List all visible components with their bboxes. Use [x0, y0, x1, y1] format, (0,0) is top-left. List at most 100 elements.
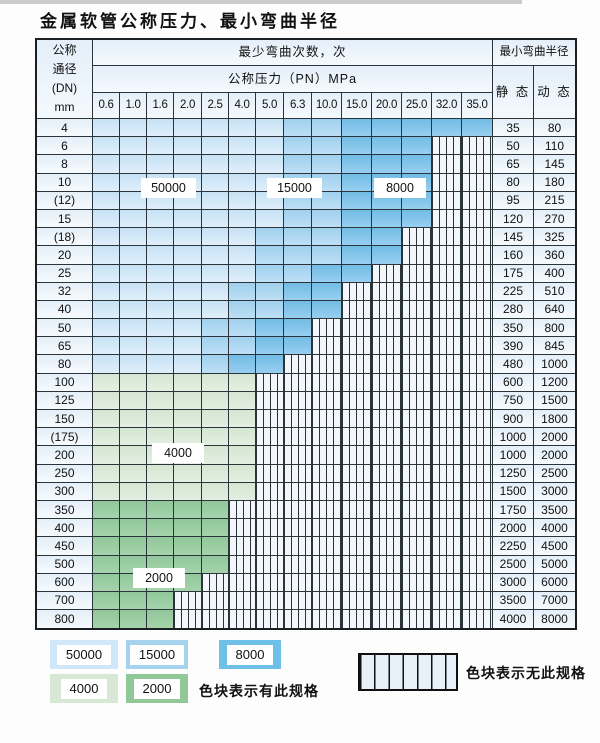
dn-label-600: 600	[37, 573, 93, 592]
cell-dn600-pn15.0	[342, 573, 372, 592]
corner-header-line: (DN)	[51, 81, 78, 95]
cell-dn800-pn1.6	[147, 610, 174, 629]
cell-dn200-pn25.0	[402, 446, 432, 465]
cell-dn10-pn32.0	[432, 173, 462, 192]
cell-dn200-pn32.0	[432, 446, 462, 465]
cell-dn400-pn20.0	[372, 519, 402, 538]
cell-dn600-pn0.6	[93, 573, 120, 592]
cell-dn125-pn15.0	[342, 391, 372, 410]
cell-dn400-pn15.0	[342, 519, 372, 538]
top-header: 最少弯曲次数，次	[93, 40, 493, 66]
cell-dn4-pn1.6	[147, 119, 174, 138]
cell-dn600-pn4.0	[229, 573, 256, 592]
static-value-6: 50	[493, 137, 534, 156]
cell-dn15-pn32.0	[432, 209, 462, 229]
cell-dn40-pn32.0	[432, 300, 462, 320]
dynamic-value-20: 360	[534, 246, 575, 265]
cell-dn800-pn4.0	[229, 610, 256, 629]
cell-dn15-pn2.5	[202, 209, 229, 229]
cell-dn50-pn2.5	[202, 319, 229, 338]
cell-dn125-pn10.0	[312, 391, 342, 410]
dynamic-value-400: 4000	[534, 519, 575, 538]
cell-dn300-pn6.3	[284, 482, 312, 501]
cell-dn(12)-pn35.0	[462, 191, 493, 210]
cell-dn500-pn5.0	[256, 555, 284, 574]
cell-dn8-pn1.6	[147, 155, 174, 174]
cell-dn20-pn1.6	[147, 246, 174, 265]
cell-dn125-pn4.0	[229, 391, 256, 410]
pressure-col-2.0: 2.0	[174, 93, 202, 119]
cell-dn(175)-pn15.0	[342, 428, 372, 447]
cell-dn15-pn1.0	[120, 209, 147, 229]
cell-dn150-pn15.0	[342, 410, 372, 429]
cell-dn(18)-pn6.3	[284, 228, 312, 247]
cell-dn300-pn2.0	[174, 482, 202, 501]
cell-dn300-pn32.0	[432, 482, 462, 501]
cell-dn500-pn15.0	[342, 555, 372, 574]
dn-label-125: 125	[37, 391, 93, 410]
cell-dn800-pn15.0	[342, 610, 372, 629]
cell-dn6-pn35.0	[462, 137, 493, 156]
cell-dn350-pn1.6	[147, 500, 174, 520]
pressure-col-4.0: 4.0	[229, 93, 256, 119]
cell-dn32-pn4.0	[229, 282, 256, 301]
cell-dn6-pn6.3	[284, 137, 312, 156]
dn-label-300: 300	[37, 482, 93, 501]
cell-dn8-pn20.0	[372, 155, 402, 174]
cell-dn350-pn25.0	[402, 500, 432, 520]
dynamic-value-(12): 215	[534, 191, 575, 210]
cell-dn65-pn25.0	[402, 337, 432, 356]
dn-label-40: 40	[37, 300, 93, 320]
cell-dn800-pn1.0	[120, 610, 147, 629]
cell-dn200-pn4.0	[229, 446, 256, 465]
dn-label-100: 100	[37, 373, 93, 392]
dn-label-800: 800	[37, 610, 93, 629]
dn-label-65: 65	[37, 337, 93, 356]
dynamic-value-65: 845	[534, 337, 575, 356]
cell-dn800-pn6.3	[284, 610, 312, 629]
cell-dn150-pn6.3	[284, 410, 312, 429]
cell-dn65-pn35.0	[462, 337, 493, 356]
cell-dn20-pn15.0	[342, 246, 372, 265]
cycle-count-label-15000: 15000	[267, 178, 322, 198]
cell-dn450-pn5.0	[256, 537, 284, 556]
cell-dn20-pn32.0	[432, 246, 462, 265]
cell-dn125-pn25.0	[402, 391, 432, 410]
cell-dn10-pn2.5	[202, 173, 229, 192]
cell-dn80-pn2.5	[202, 355, 229, 374]
cell-dn(12)-pn1.0	[120, 191, 147, 210]
legend-swatch-label: 8000	[226, 644, 274, 665]
legend-has-spec-text: 色块表示有此规格	[199, 683, 319, 699]
static-value-10: 80	[493, 173, 534, 192]
cell-dn32-pn6.3	[284, 282, 312, 301]
cell-dn25-pn4.0	[229, 264, 256, 283]
pressure-col-1.0: 1.0	[120, 93, 147, 119]
cell-dn8-pn4.0	[229, 155, 256, 174]
cell-dn700-pn5.0	[256, 591, 284, 611]
cell-dn6-pn10.0	[312, 137, 342, 156]
cell-dn80-pn32.0	[432, 355, 462, 374]
cell-dn200-pn10.0	[312, 446, 342, 465]
cell-dn40-pn6.3	[284, 300, 312, 320]
dynamic-value-32: 510	[534, 282, 575, 301]
cell-dn32-pn1.0	[120, 282, 147, 301]
dn-label-50: 50	[37, 319, 93, 338]
cell-dn600-pn6.3	[284, 573, 312, 592]
dynamic-value-150: 1800	[534, 410, 575, 429]
static-value-500: 2500	[493, 555, 534, 574]
legend-swatch-2000: 2000	[126, 674, 188, 703]
min-bend-radius-header: 最小弯曲半径	[493, 40, 575, 66]
cell-dn20-pn5.0	[256, 246, 284, 265]
cell-dn32-pn32.0	[432, 282, 462, 301]
dn-label-350: 350	[37, 500, 93, 520]
cell-dn10-pn0.6	[93, 173, 120, 192]
dn-label-15: 15	[37, 209, 93, 229]
cell-dn(175)-pn35.0	[462, 428, 493, 447]
cell-dn150-pn1.0	[120, 410, 147, 429]
cell-dn400-pn0.6	[93, 519, 120, 538]
cell-dn150-pn32.0	[432, 410, 462, 429]
cell-dn25-pn6.3	[284, 264, 312, 283]
dn-label-250: 250	[37, 464, 93, 483]
cell-dn350-pn5.0	[256, 500, 284, 520]
cell-dn600-pn2.5	[202, 573, 229, 592]
